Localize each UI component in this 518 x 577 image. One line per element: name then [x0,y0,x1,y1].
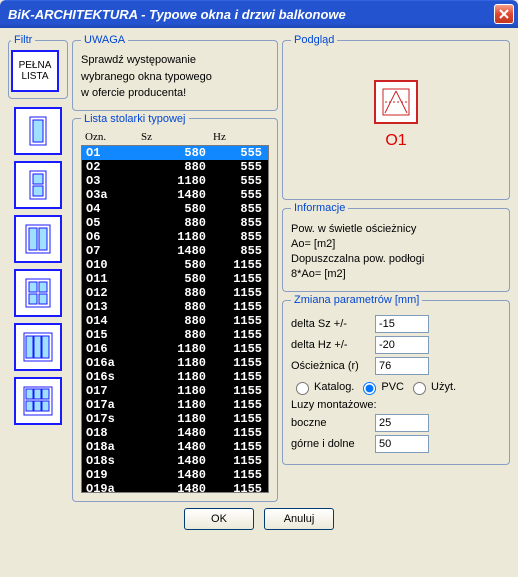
list-row[interactable]: O1814801155 [82,426,268,440]
preview-image [374,80,418,124]
info-legend: Informacje [291,202,348,214]
info-line1: Pow. w świetle ościeżnicy [291,223,501,235]
filter-full-list-button[interactable]: PEŁNA LISTA [11,50,59,92]
params-group: Zmiana parametrów [mm] delta Sz +/- delt… [282,294,510,465]
window-preview-icon [381,87,411,117]
close-button[interactable] [494,4,514,24]
info-line3: Dopuszczalna pow. podłogi [291,253,501,265]
list-legend: Lista stolarki typowej [81,113,189,125]
list-row[interactable]: O158801155 [82,328,268,342]
list-row[interactable]: O17s11801155 [82,412,268,426]
filter-thumb-3[interactable] [14,215,62,263]
window-title: BiK-ARCHITEKTURA - Typowe okna i drzwi b… [8,7,494,22]
uwaga-legend: UWAGA [81,34,128,46]
info-line2: Ao= [m2] [291,238,501,250]
preview-legend: Podgląd [291,34,337,46]
radio-uzyt[interactable]: Użyt. [408,379,456,395]
osc-input[interactable] [375,357,429,375]
list-row[interactable]: O5880855 [82,216,268,230]
list-box[interactable]: O1580555O2880555O31180555O3a1480555O4580… [81,145,269,493]
list-row[interactable]: O18a14801155 [82,440,268,454]
list-row[interactable]: O19a14801155 [82,482,268,493]
list-row[interactable]: O16s11801155 [82,370,268,384]
list-row[interactable]: O71480855 [82,244,268,258]
deltaHz-input[interactable] [375,336,429,354]
list-row[interactable]: O1711801155 [82,384,268,398]
list-row[interactable]: O18s14801155 [82,454,268,468]
list-row[interactable]: O1580555 [82,146,268,160]
list-row[interactable]: O1914801155 [82,468,268,482]
preview-group: Podgląd O1 [282,34,510,200]
filter-legend: Filtr [11,34,35,46]
info-group: Informacje Pow. w świetle ościeżnicy Ao=… [282,202,510,292]
radio-pvc[interactable]: PVC [358,379,404,395]
filter-thumb-6[interactable] [14,377,62,425]
list-row[interactable]: O2880555 [82,160,268,174]
osc-label: Ościeżnica (r) [291,360,375,372]
params-legend: Zmiana parametrów [mm] [291,294,422,306]
gorne-label: górne i dolne [291,438,375,450]
preview-label: O1 [291,132,501,150]
list-row[interactable]: O105801155 [82,258,268,272]
info-line4: 8*Ao= [m2] [291,268,501,280]
radio-katalog[interactable]: Katalog. [291,379,354,395]
filter-thumb-4[interactable] [14,269,62,317]
close-icon [499,9,509,19]
list-row[interactable]: O128801155 [82,286,268,300]
list-group: Lista stolarki typowej Ozn. Sz Hz O15805… [72,113,278,502]
list-row[interactable]: O115801155 [82,272,268,286]
filter-thumb-2[interactable] [14,161,62,209]
list-row[interactable]: O16a11801155 [82,356,268,370]
list-header: Ozn. Sz Hz [81,131,269,145]
list-row[interactable]: O17a11801155 [82,398,268,412]
gorne-input[interactable] [375,435,429,453]
titlebar: BiK-ARCHITEKTURA - Typowe okna i drzwi b… [0,0,518,28]
luzy-label: Luzy montażowe: [291,399,501,411]
deltaHz-label: delta Hz +/- [291,339,375,351]
ok-button[interactable]: OK [184,508,254,530]
list-row[interactable]: O148801155 [82,314,268,328]
filter-thumb-5[interactable] [14,323,62,371]
list-row[interactable]: O61180855 [82,230,268,244]
boczne-label: boczne [291,417,375,429]
list-row[interactable]: O4580855 [82,202,268,216]
cancel-button[interactable]: Anuluj [264,508,334,530]
list-row[interactable]: O1611801155 [82,342,268,356]
deltaSz-input[interactable] [375,315,429,333]
uwaga-line1: Sprawdź występowanie [81,52,269,69]
uwaga-group: UWAGA Sprawdź występowanie wybranego okn… [72,34,278,111]
list-row[interactable]: O138801155 [82,300,268,314]
uwaga-line2: wybranego okna typowego [81,69,269,86]
list-row[interactable]: O3a1480555 [82,188,268,202]
uwaga-line3: w ofercie producenta! [81,85,269,102]
filter-thumb-1[interactable] [14,107,62,155]
deltaSz-label: delta Sz +/- [291,318,375,330]
list-row[interactable]: O31180555 [82,174,268,188]
boczne-input[interactable] [375,414,429,432]
